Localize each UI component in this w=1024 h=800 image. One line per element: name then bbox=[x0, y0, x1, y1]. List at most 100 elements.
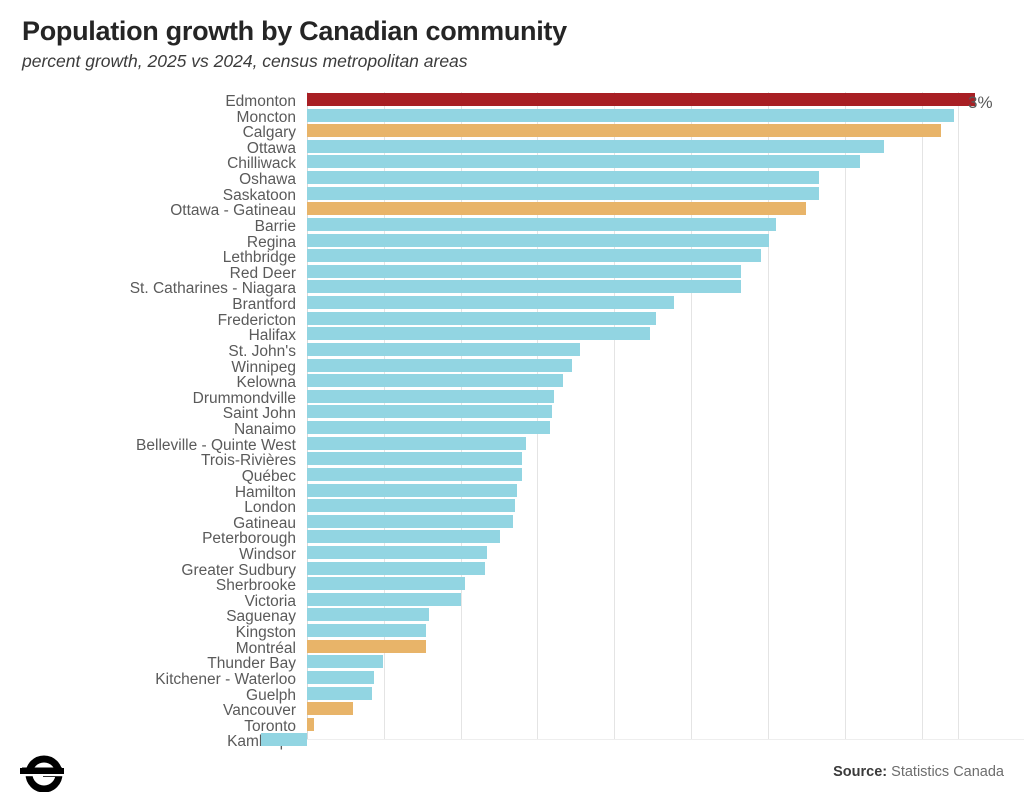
gridline bbox=[691, 92, 693, 740]
bar bbox=[307, 264, 741, 278]
bar bbox=[307, 108, 954, 122]
bar bbox=[307, 296, 674, 310]
bar bbox=[307, 639, 427, 653]
category-label: Vancouver bbox=[223, 702, 296, 720]
category-label: Saint John bbox=[222, 405, 296, 423]
source-label: Source: bbox=[833, 764, 888, 780]
bar bbox=[307, 655, 383, 669]
category-label: Kitchener - Waterloo bbox=[155, 670, 296, 688]
bar bbox=[307, 389, 555, 403]
bar bbox=[307, 530, 501, 544]
category-label: Moncton bbox=[236, 108, 296, 126]
bar bbox=[307, 514, 514, 528]
category-label: Montréal bbox=[235, 639, 296, 657]
category-label: Belleville - Quinte West bbox=[136, 436, 296, 454]
bar bbox=[307, 670, 375, 684]
bar bbox=[307, 608, 429, 622]
bar bbox=[307, 311, 657, 325]
category-label: Chilliwack bbox=[227, 155, 296, 173]
category-label: Regina bbox=[246, 233, 296, 251]
plot-area: Edmonton Moncton Calgary Ottawa Chilliwack Os… bbox=[0, 92, 1024, 750]
category-label: Ottawa bbox=[246, 139, 296, 157]
category-label: Guelph bbox=[246, 686, 296, 704]
bar bbox=[307, 342, 581, 356]
globe-and-mail-logo bbox=[16, 754, 72, 793]
bar bbox=[261, 733, 307, 747]
bar bbox=[307, 358, 572, 372]
category-label: Edmonton bbox=[225, 93, 296, 110]
chart-subtitle: percent growth, 2025 vs 2024, census met… bbox=[22, 51, 468, 72]
category-label: Thunder Bay bbox=[207, 655, 296, 673]
bar bbox=[307, 561, 485, 575]
category-label: Saguenay bbox=[226, 608, 296, 626]
category-label: Saskatoon bbox=[222, 186, 296, 204]
category-label: Hamilton bbox=[234, 483, 296, 501]
bar bbox=[307, 155, 861, 169]
category-label: Gatineau bbox=[233, 514, 296, 532]
category-label: Trois-Rivières bbox=[200, 452, 296, 470]
category-label: Red Deer bbox=[229, 264, 296, 282]
source-note: Source: Statistics Canada bbox=[833, 764, 1004, 780]
bar bbox=[307, 499, 516, 513]
bar bbox=[307, 421, 551, 435]
bar bbox=[307, 93, 976, 106]
bar bbox=[307, 592, 462, 606]
bar bbox=[307, 139, 885, 153]
bar bbox=[307, 483, 518, 497]
category-label: Kamloops bbox=[0, 734, 296, 750]
bar bbox=[307, 249, 761, 263]
category-label: Winnipeg bbox=[231, 358, 296, 376]
source-value: Statistics Canada bbox=[891, 764, 1004, 780]
bar bbox=[307, 452, 522, 466]
category-label: Kingston bbox=[235, 624, 296, 642]
bar bbox=[307, 702, 353, 716]
bar bbox=[307, 436, 527, 450]
bar bbox=[307, 171, 820, 185]
category-label: Peterborough bbox=[202, 530, 296, 548]
category-label: St. Catharines - Niagara bbox=[129, 280, 296, 298]
category-label: Québec bbox=[241, 467, 296, 485]
category-label: Greater Sudbury bbox=[181, 561, 296, 579]
axis-baseline bbox=[262, 739, 1024, 740]
category-label: St. John's bbox=[228, 342, 296, 360]
category-label: Victoria bbox=[244, 592, 296, 610]
bar bbox=[307, 545, 488, 559]
bar bbox=[307, 280, 741, 294]
category-label: Nanaimo bbox=[233, 421, 296, 439]
category-label: Sherbrooke bbox=[215, 577, 296, 595]
page-title: Population growth by Canadian community bbox=[22, 16, 567, 46]
category-axis-labels: Edmonton Moncton Calgary Ottawa Chilliwack Os… bbox=[0, 92, 296, 750]
category-label: Brantford bbox=[232, 296, 296, 314]
bar bbox=[307, 124, 941, 138]
chart-header: Population growth by Canadian community … bbox=[22, 16, 1002, 71]
axis-max-tick-label: 3% bbox=[968, 93, 993, 112]
gridline bbox=[844, 92, 846, 740]
bar bbox=[307, 717, 314, 731]
category-label: Calgary bbox=[242, 124, 296, 142]
bar bbox=[307, 327, 650, 341]
bar bbox=[307, 405, 553, 419]
bar bbox=[307, 577, 466, 591]
bar bbox=[307, 217, 776, 231]
category-label: Toronto bbox=[244, 717, 296, 735]
category-label: Drummondville bbox=[192, 389, 296, 407]
bar bbox=[307, 233, 770, 247]
bar bbox=[307, 186, 820, 200]
gridline bbox=[614, 92, 616, 740]
bar bbox=[307, 624, 427, 638]
gridline-max bbox=[958, 92, 959, 740]
category-label: Fredericton bbox=[217, 311, 296, 329]
category-label: Kelowna bbox=[236, 374, 296, 392]
category-label: London bbox=[244, 499, 296, 517]
bar bbox=[307, 686, 373, 700]
bar bbox=[307, 374, 564, 388]
bar bbox=[307, 467, 522, 481]
category-label: Oshawa bbox=[239, 171, 296, 189]
chart-footer: Source: Statistics Canada bbox=[0, 752, 1024, 800]
category-label: Halifax bbox=[248, 327, 296, 345]
category-label: Ottawa - Gatineau bbox=[170, 202, 296, 220]
bars-panel: 3% bbox=[261, 92, 1024, 750]
bar bbox=[307, 202, 807, 216]
category-label: Lethbridge bbox=[222, 249, 296, 267]
